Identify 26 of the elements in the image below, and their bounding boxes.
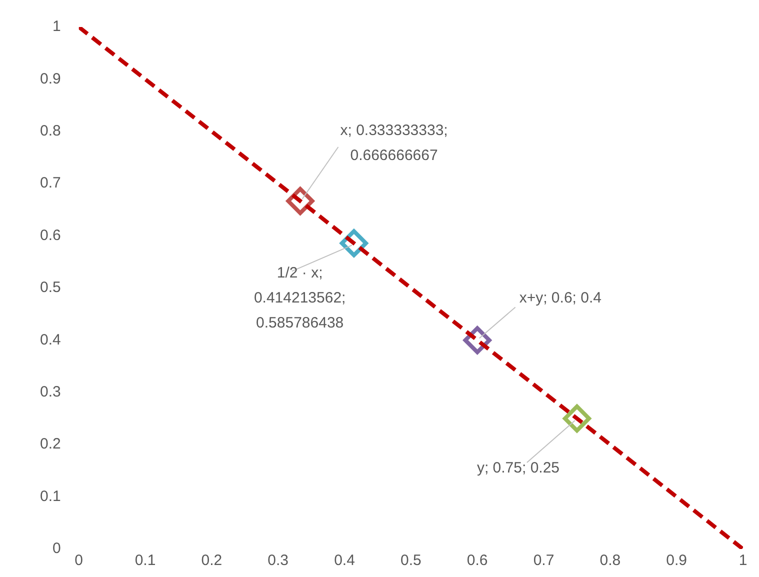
- x-tick-label: 0.8: [600, 552, 621, 570]
- x-tick-label: 0.6: [466, 552, 488, 570]
- y-tick-label: 0.1: [40, 488, 61, 505]
- y-tick-label: 0.7: [40, 174, 61, 192]
- x-tick-label: 0.1: [134, 552, 156, 570]
- x-tick-label: 0.5: [400, 552, 422, 570]
- y-tick-label: 0.9: [40, 70, 61, 88]
- x-tick-label: 0.4: [334, 552, 355, 570]
- x-tick-label: 0.2: [201, 552, 222, 570]
- y-tick-label: 0.8: [40, 122, 61, 140]
- y-tick-label: 0.5: [40, 279, 61, 296]
- y-tick-label: 0: [52, 540, 61, 558]
- x-tick-label: 0: [74, 552, 84, 570]
- y-tick-label: 0.2: [40, 436, 61, 453]
- y-tick-label: 0.4: [40, 331, 61, 348]
- x-tick-label: 0.7: [533, 552, 554, 570]
- annotation: y; 0.75; 0.25: [476, 460, 560, 477]
- annotation: x+y; 0.6; 0.4: [519, 289, 602, 306]
- annotation: 1/2 · x; 0.414213562; 0.585786438: [254, 264, 346, 332]
- annotation: x; 0.333333333; 0.666666667: [340, 122, 448, 164]
- y-tick-label: 1: [52, 18, 61, 36]
- x-tick-label: 0.9: [666, 552, 688, 570]
- x-tick-label: 1: [738, 552, 748, 570]
- x-tick-label: 0.3: [268, 552, 289, 570]
- y-tick-label: 0.3: [40, 384, 61, 401]
- y-tick-label: 0.6: [40, 226, 61, 244]
